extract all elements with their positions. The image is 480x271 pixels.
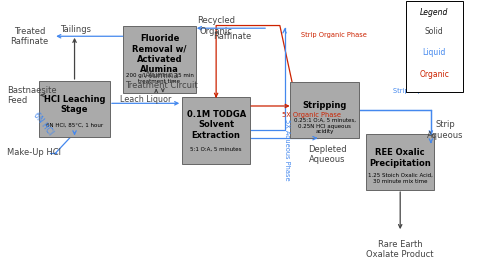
Text: Recycled
Organic: Recycled Organic bbox=[197, 16, 235, 36]
FancyBboxPatch shape bbox=[182, 96, 251, 164]
Text: Raffinate: Raffinate bbox=[214, 32, 252, 41]
Text: Strip Organic Phase: Strip Organic Phase bbox=[301, 32, 367, 38]
Text: Legend: Legend bbox=[420, 8, 448, 17]
FancyBboxPatch shape bbox=[366, 134, 434, 191]
Text: Fluoride
Removal w/
Activated
Alumina: Fluoride Removal w/ Activated Alumina bbox=[132, 34, 187, 74]
Text: Rare Earth
Oxalate Product: Rare Earth Oxalate Product bbox=[366, 240, 434, 259]
Text: Organic: Organic bbox=[419, 70, 449, 79]
FancyBboxPatch shape bbox=[406, 1, 463, 92]
FancyBboxPatch shape bbox=[39, 80, 110, 137]
Text: 5:1 O:A, 5 minutes: 5:1 O:A, 5 minutes bbox=[191, 147, 242, 152]
Text: Stripping: Stripping bbox=[302, 101, 347, 110]
Text: 0.25:1 O:A, 5 minutes,
0.25N HCl aqueous
acidity: 0.25:1 O:A, 5 minutes, 0.25N HCl aqueous… bbox=[294, 118, 356, 134]
Text: 200 g/L Alumina, 15 min
treatment time: 200 g/L Alumina, 15 min treatment time bbox=[126, 73, 193, 84]
Text: 6N HCl: 6N HCl bbox=[31, 110, 55, 137]
Text: Depleted
Aqueous: Depleted Aqueous bbox=[308, 144, 347, 164]
Text: Bastnaesite
Feed: Bastnaesite Feed bbox=[7, 86, 57, 105]
Text: REE Oxalic
Precipitation: REE Oxalic Precipitation bbox=[369, 148, 431, 168]
Text: Treated
Raffinate: Treated Raffinate bbox=[11, 27, 49, 46]
Text: 0.1M TODGA
Solvent
Extraction: 0.1M TODGA Solvent Extraction bbox=[187, 110, 246, 140]
FancyBboxPatch shape bbox=[290, 82, 359, 138]
Text: HCI Leaching
Stage: HCI Leaching Stage bbox=[44, 95, 105, 114]
Text: 1.25 Stoich Oxalic Acid,
30 minute mix time: 1.25 Stoich Oxalic Acid, 30 minute mix t… bbox=[368, 173, 432, 184]
Text: Solid: Solid bbox=[425, 27, 444, 36]
FancyBboxPatch shape bbox=[123, 25, 196, 93]
Text: Leach Liquor: Leach Liquor bbox=[120, 95, 171, 104]
Text: 6N HCl, 85°C, 1 hour: 6N HCl, 85°C, 1 hour bbox=[46, 122, 103, 127]
Text: Alumina
Treatment Circuit: Alumina Treatment Circuit bbox=[126, 70, 198, 90]
Text: 5X Aqueous Phase: 5X Aqueous Phase bbox=[284, 120, 289, 181]
Text: Tailings: Tailings bbox=[60, 25, 92, 34]
Text: Make-Up HCl: Make-Up HCl bbox=[7, 149, 61, 157]
Text: 5X Organic Phase: 5X Organic Phase bbox=[282, 112, 341, 118]
Text: Liquid: Liquid bbox=[422, 48, 446, 57]
Text: Strip Aqueous Phase: Strip Aqueous Phase bbox=[393, 88, 462, 94]
Text: Strip
Aqueous: Strip Aqueous bbox=[427, 120, 463, 140]
